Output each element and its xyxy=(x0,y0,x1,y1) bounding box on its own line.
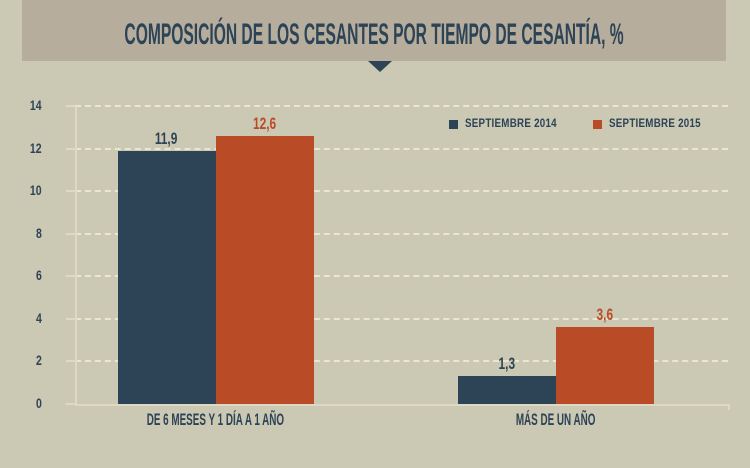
legend-label-2014: SEPTIEMBRE 2014 xyxy=(465,118,573,130)
bar-value-label-series0-group1: 1,3 xyxy=(498,354,515,374)
gridline-6 xyxy=(75,275,728,278)
y-axis-label-14: 14 xyxy=(30,97,42,113)
bar-series1-group1 xyxy=(555,327,654,404)
chart-header: COMPOSICIÓN DE LOS CESANTES POR TIEMPO D… xyxy=(22,0,726,61)
chart-title: COMPOSICIÓN DE LOS CESANTES POR TIEMPO D… xyxy=(124,18,624,51)
gridline-10 xyxy=(75,190,728,193)
y-axis-label-2: 2 xyxy=(36,352,42,369)
y-axis-line xyxy=(75,106,77,406)
y-axis-label-0: 0 xyxy=(36,395,42,411)
chart-legend: SEPTIEMBRE 2014 SEPTIEMBRE 2015 xyxy=(448,118,717,130)
y-axis-tick-2 xyxy=(66,360,75,363)
y-axis-label-8: 8 xyxy=(36,224,42,241)
legend-item-septiembre-2015: SEPTIEMBRE 2015 xyxy=(592,118,717,130)
y-axis-tick-6 xyxy=(66,275,75,278)
gridline-2 xyxy=(75,360,728,363)
x-axis-category-label-1: MÁS DE UN AÑO xyxy=(515,410,596,429)
gridline-8 xyxy=(75,232,728,235)
y-axis-label-4: 4 xyxy=(36,309,42,326)
triangle-down-icon xyxy=(368,61,392,72)
bar-value-label-series1-group0: 12,6 xyxy=(252,113,277,133)
bar-series0-group0 xyxy=(117,150,216,404)
legend-label-2015-text: SEPTIEMBRE 2015 xyxy=(608,118,701,130)
x-axis-end-tick xyxy=(728,404,730,410)
y-axis-tick-0 xyxy=(66,403,75,405)
y-axis-tick-14 xyxy=(66,105,75,107)
legend-label-2015: SEPTIEMBRE 2015 xyxy=(609,118,717,130)
gridline-12 xyxy=(75,147,728,150)
y-axis-tick-12 xyxy=(66,147,75,150)
bar-value-label-series0-group0: 11,9 xyxy=(155,128,178,148)
gridline-14 xyxy=(75,105,728,107)
y-axis-label-6: 6 xyxy=(36,267,42,284)
gridline-4 xyxy=(75,317,728,320)
bar-series1-group0 xyxy=(215,135,314,404)
bar-series0-group1 xyxy=(457,376,556,404)
legend-label-2014-text: SEPTIEMBRE 2014 xyxy=(464,118,557,130)
legend-item-septiembre-2014: SEPTIEMBRE 2014 xyxy=(448,118,573,130)
y-axis-tick-8 xyxy=(66,232,75,235)
x-axis-category-label-0: DE 6 MESES Y 1 DÍA A 1 AÑO xyxy=(146,410,285,429)
y-axis-label-10: 10 xyxy=(30,182,42,199)
x-axis-line xyxy=(75,404,730,406)
bar-value-label-series1-group1: 3,6 xyxy=(596,305,613,325)
y-axis-tick-4 xyxy=(66,317,75,320)
y-axis-label-12: 12 xyxy=(30,139,42,156)
legend-swatch-2014-icon xyxy=(448,119,458,129)
y-axis-tick-10 xyxy=(66,190,75,193)
legend-swatch-2015-icon xyxy=(592,119,602,129)
